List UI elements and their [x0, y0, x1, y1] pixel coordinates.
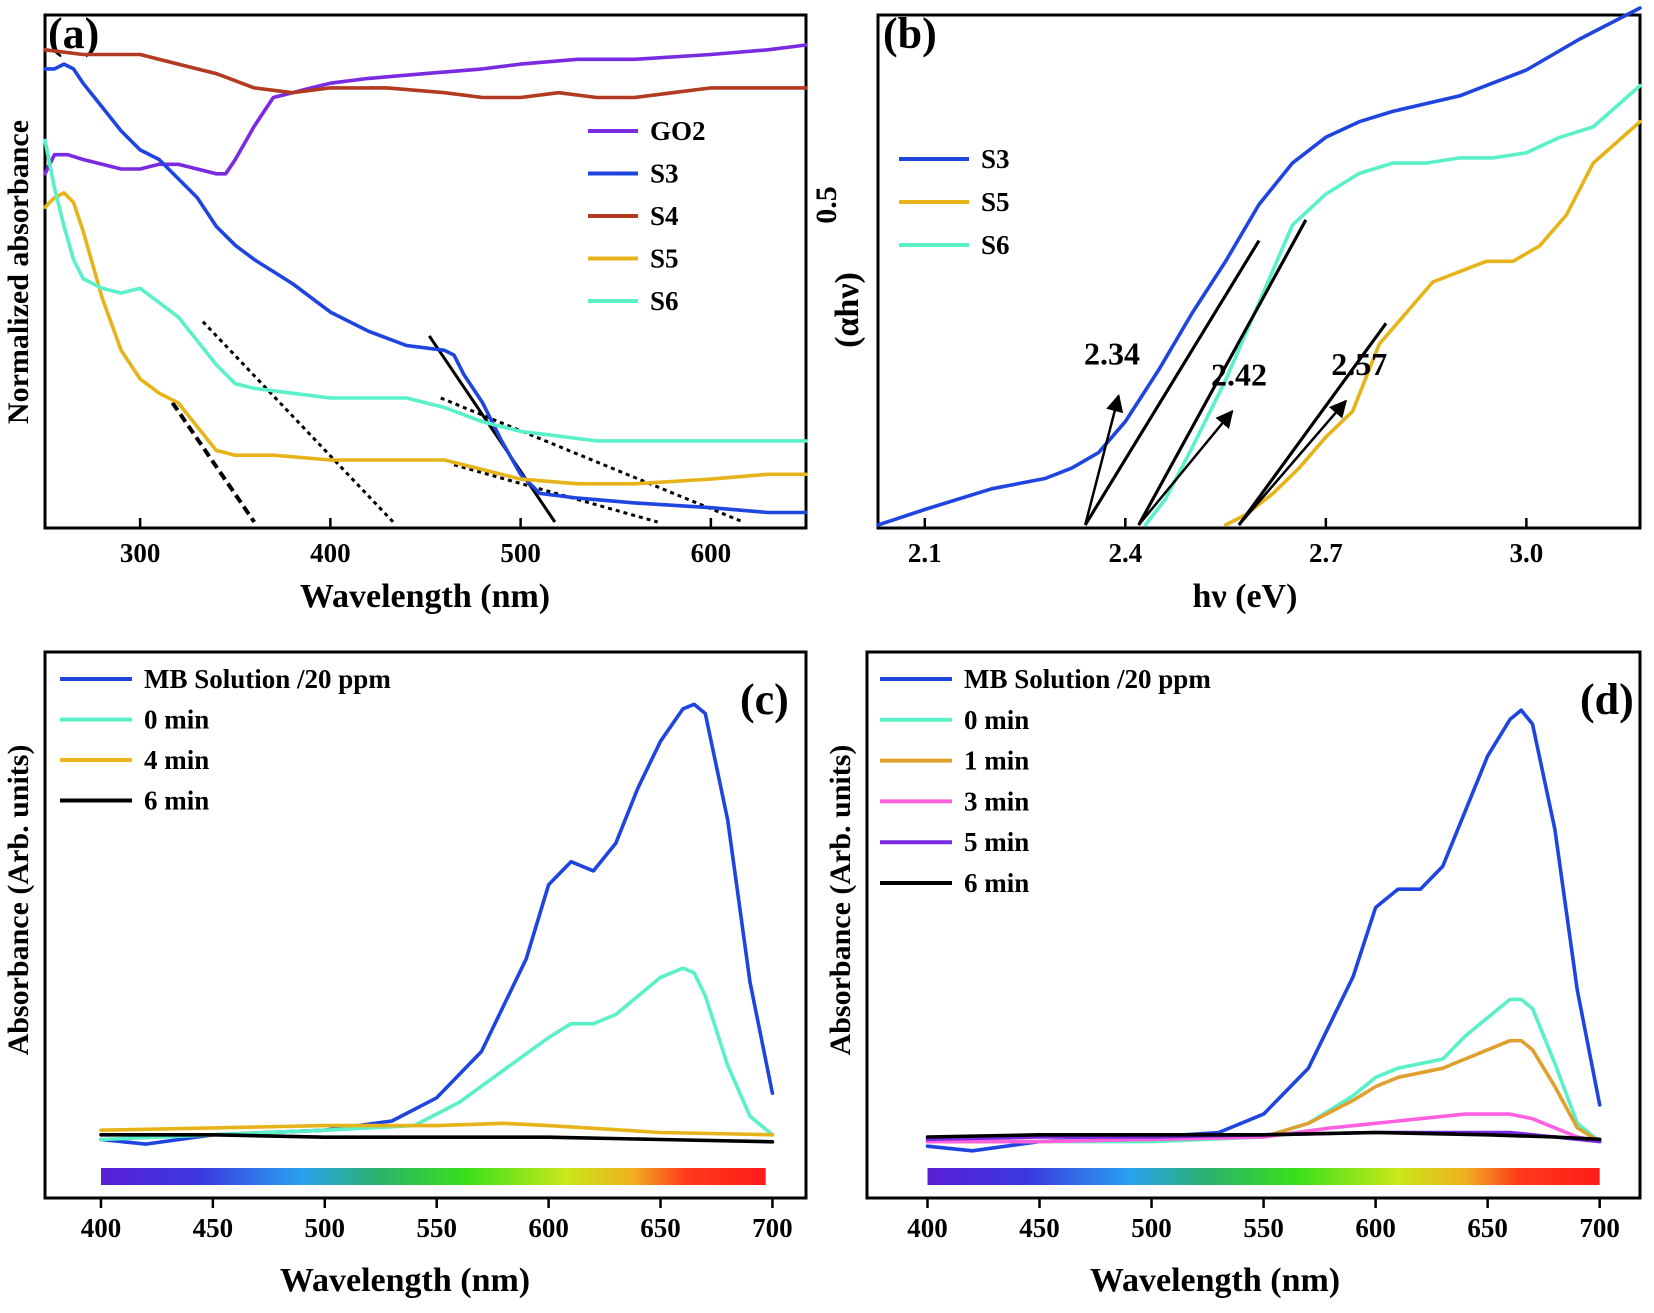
- legend-label: S6: [650, 286, 679, 316]
- annotation-label: 2.57: [1331, 346, 1387, 382]
- plot-frame: [865, 650, 1642, 1200]
- legend-label: S3: [650, 159, 679, 189]
- legend-label: 5 min: [964, 827, 1029, 857]
- series-line-s3: [876, 6, 1642, 527]
- series-line-1-min: [925, 1038, 1602, 1144]
- legend-label: MB Solution /20 ppm: [144, 664, 391, 694]
- x-tick-label: 2.1: [908, 538, 942, 568]
- annotation-arrow: [1137, 409, 1234, 526]
- x-tick-label: 400: [310, 538, 351, 568]
- x-tick-label: 3.0: [1509, 538, 1543, 568]
- x-tick-label: 500: [305, 1213, 346, 1243]
- x-tick-label: 400: [907, 1213, 948, 1243]
- tangent-line: [1083, 239, 1261, 526]
- x-tick-label: 2.7: [1309, 538, 1343, 568]
- x-tick-label: 600: [1355, 1213, 1396, 1243]
- y-axis-label: (αhν): [829, 272, 866, 348]
- x-axis-label: Wavelength (nm): [1090, 1262, 1340, 1299]
- x-tick-label: 300: [120, 538, 161, 568]
- y-axis-label: Absorbance (Arb. units): [2, 745, 35, 1056]
- x-tick-label: 500: [500, 538, 541, 568]
- fit-line: [440, 396, 744, 524]
- series-line-3-min: [925, 1112, 1602, 1144]
- legend-label: MB Solution /20 ppm: [964, 664, 1211, 694]
- panel-a: 300 400 500 600 Wavelength (nm) Normalized ab…: [2, 9, 808, 615]
- x-tick-label: 650: [1467, 1213, 1508, 1243]
- series-line-s4: [43, 48, 808, 100]
- annotation-arrow: [1238, 399, 1348, 526]
- x-tick-label: 500: [1131, 1213, 1172, 1243]
- annotation-arrow: [1084, 394, 1124, 526]
- x-tick-label: 450: [193, 1213, 234, 1243]
- fit-line: [170, 401, 256, 524]
- series-line-0-min: [99, 966, 775, 1142]
- legend-label: S3: [981, 144, 1010, 174]
- series-line-mb-solution-20-ppm: [925, 708, 1602, 1153]
- legend-label: 1 min: [964, 746, 1029, 776]
- x-tick-label: 450: [1019, 1213, 1060, 1243]
- x-tick-label: 600: [691, 538, 732, 568]
- panel-c: 400 450 500 550 600 650 700 Wavelength (nm) Abso…: [2, 650, 808, 1299]
- series-line-s5: [1223, 119, 1642, 527]
- y-axis-label: Normalized absorbance: [2, 120, 35, 424]
- fit-line: [453, 463, 659, 524]
- panel-label: (d): [1580, 675, 1634, 724]
- tangent-line: [1137, 219, 1308, 526]
- legend-label: 6 min: [964, 868, 1029, 898]
- x-tick-label: 2.4: [1108, 538, 1142, 568]
- x-axis-label: hν (eV): [1193, 578, 1298, 615]
- legend-label: S5: [650, 244, 679, 274]
- legend-label: 6 min: [144, 786, 209, 816]
- plot-frame: [43, 13, 808, 530]
- visible-spectrum-bar: [100, 1168, 766, 1185]
- x-tick-label: 400: [81, 1213, 122, 1243]
- legend-label: GO2: [650, 116, 706, 146]
- panel-b: 2.1 2.4 2.7 3.0 hν (eV) (αhν) 0.5 (b) 2.34 2.42 2.…: [810, 6, 1642, 615]
- series-line-6-min: [925, 1130, 1602, 1142]
- legend-label: 0 min: [964, 705, 1029, 735]
- legend-label: 3 min: [964, 786, 1029, 816]
- annotation-label: 2.42: [1211, 356, 1267, 392]
- x-axis-label: Wavelength (nm): [300, 578, 550, 615]
- y-axis-label: Absorbance (Arb. units): [824, 745, 857, 1056]
- legend-label: S4: [650, 201, 679, 231]
- tangent-line: [1237, 322, 1388, 526]
- series-line-s5: [43, 191, 808, 486]
- panel-label: (c): [740, 675, 789, 724]
- legend-label: 4 min: [144, 745, 209, 775]
- series-line-0-min: [925, 997, 1602, 1144]
- panel-label: (b): [883, 9, 937, 58]
- y-axis-label-superscript: 0.5: [810, 186, 843, 224]
- legend-label: S5: [981, 187, 1010, 217]
- series-line-s6: [43, 138, 808, 443]
- x-tick-label: 650: [640, 1213, 681, 1243]
- series-line-6-min: [99, 1133, 775, 1144]
- panel-d: 400 450 500 550 600 650 700 Wavelength (nm) Abso…: [824, 650, 1642, 1299]
- x-tick-label: 700: [1579, 1213, 1620, 1243]
- plot-frame: [43, 650, 808, 1200]
- fit-line: [428, 335, 557, 523]
- series-line-go2: [43, 43, 808, 176]
- visible-spectrum-bar: [927, 1168, 1600, 1185]
- x-tick-label: 700: [752, 1213, 793, 1243]
- x-tick-label: 550: [1243, 1213, 1284, 1243]
- series-line-s6: [1143, 83, 1642, 527]
- legend-label: S6: [981, 230, 1010, 260]
- x-tick-label: 600: [528, 1213, 569, 1243]
- plot-frame: [876, 13, 1642, 530]
- series-line-4-min: [99, 1121, 775, 1137]
- fit-line: [201, 320, 395, 524]
- x-tick-label: 550: [416, 1213, 457, 1243]
- annotation-label: 2.34: [1084, 336, 1140, 372]
- legend-label: 0 min: [144, 705, 209, 735]
- series-line-s3: [43, 62, 808, 515]
- x-axis-label: Wavelength (nm): [280, 1262, 530, 1299]
